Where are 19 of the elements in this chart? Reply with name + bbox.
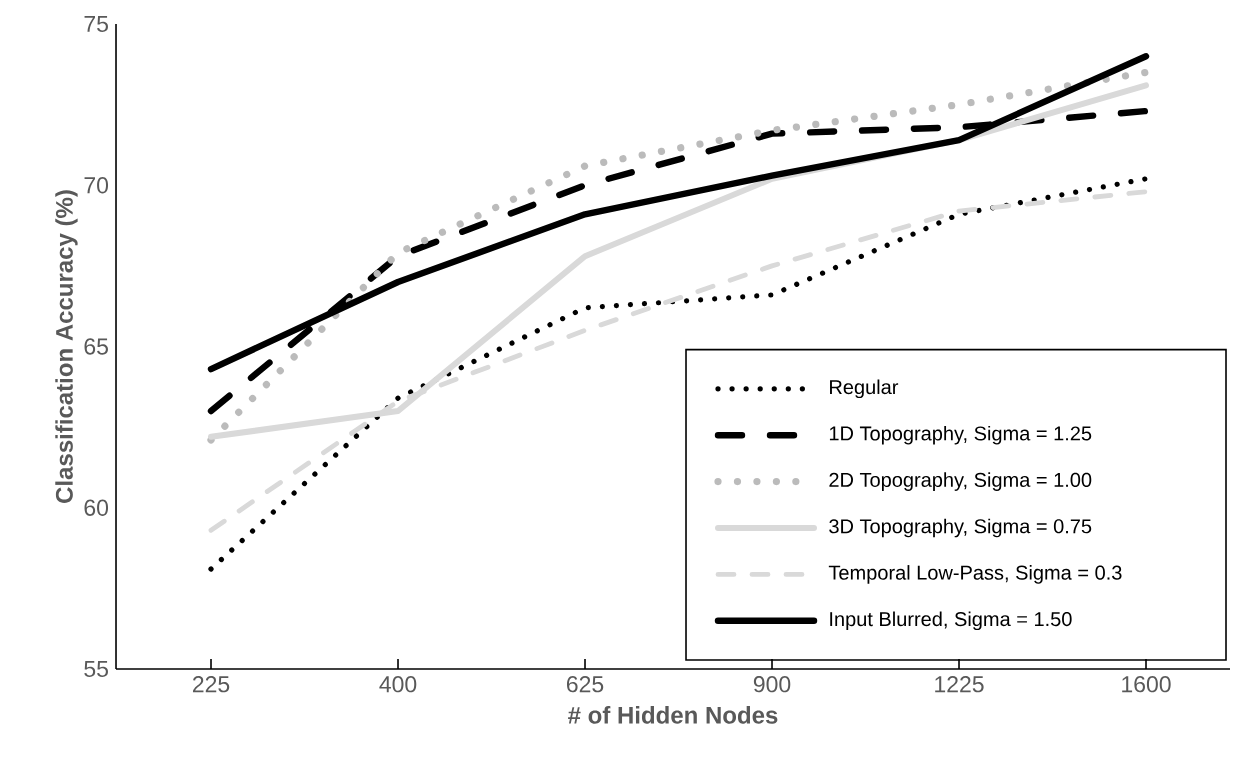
x-tick-label: 1600 (1122, 676, 1171, 693)
x-tick-label: 400 (379, 676, 417, 693)
legend-label: 3D Topography, Sigma = 0.75 (829, 518, 1092, 538)
legend-label: Temporal Low-Pass, Sigma = 0.3 (828, 565, 1122, 584)
x-tick-label: 225 (192, 676, 230, 693)
legend-label: Regular (830, 379, 899, 399)
y-tick-label: 55 (84, 660, 108, 678)
legend-label: 1D Topography, Sigma = 1.25 (829, 425, 1092, 445)
legend-label: 2D Topography, Sigma = 1.00 (829, 472, 1092, 491)
y-tick-label: 60 (84, 499, 109, 516)
y-axis-title: Classification Accuracy (%) (55, 190, 78, 503)
y-tick-label: 75 (84, 16, 108, 33)
y-tick-label: 65 (84, 338, 108, 355)
x-tick-label: 625 (566, 676, 604, 693)
y-tick-label: 70 (84, 177, 109, 194)
x-axis-title: # of Hidden Nodes (568, 706, 778, 724)
x-tick-label: 1225 (935, 676, 984, 693)
legend-label: Input Blurred, Sigma = 1.50 (830, 611, 1072, 631)
x-tick-label: 900 (753, 676, 791, 693)
